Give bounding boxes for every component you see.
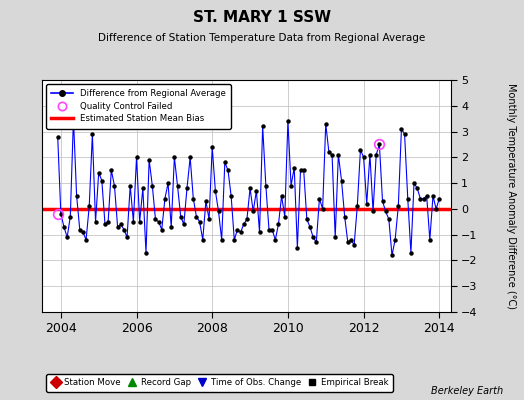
Text: Difference of Station Temperature Data from Regional Average: Difference of Station Temperature Data f…	[99, 33, 425, 43]
Text: ST. MARY 1 SSW: ST. MARY 1 SSW	[193, 10, 331, 26]
Legend: Station Move, Record Gap, Time of Obs. Change, Empirical Break: Station Move, Record Gap, Time of Obs. C…	[46, 374, 392, 392]
Text: Monthly Temperature Anomaly Difference (°C): Monthly Temperature Anomaly Difference (…	[506, 83, 516, 309]
Legend: Difference from Regional Average, Quality Control Failed, Estimated Station Mean: Difference from Regional Average, Qualit…	[46, 84, 231, 128]
Text: Berkeley Earth: Berkeley Earth	[431, 386, 503, 396]
